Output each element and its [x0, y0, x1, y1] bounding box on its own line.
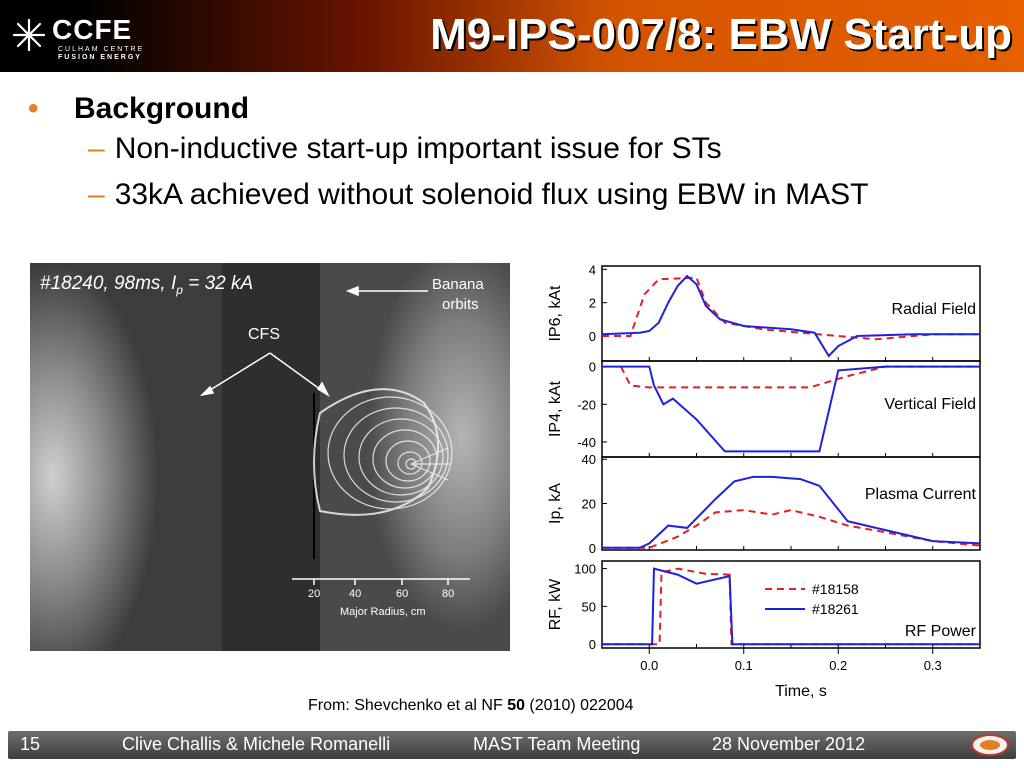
header-bar: CCFE CULHAM CENTRE FUSION ENERGY M9-IPS-… — [0, 0, 1024, 72]
logo-line2: FUSION ENERGY — [58, 54, 142, 61]
logo-text: CCFE — [52, 14, 133, 45]
ccfe-logo: CCFE CULHAM CENTRE FUSION ENERGY — [12, 12, 152, 62]
y-tick-label: 20 — [582, 497, 596, 512]
axis-tick-80: 80 — [442, 588, 454, 600]
figure-caption: From: Shevchenko et al NF 50 (2010) 0220… — [308, 697, 634, 715]
y-axis-label: Ip, kA — [547, 483, 564, 524]
time-trace-plots: 0 2 4 Radial Field IP6, kAt 0 -20 -40 Vertical F… — [520, 248, 990, 706]
y-axis-label: RF, kW — [547, 578, 564, 630]
series-line-18158 — [620, 365, 980, 389]
banana-label-1: Banana — [432, 276, 484, 293]
panel-frame — [601, 456, 981, 551]
footer-authors: Clive Challis & Michele Romanelli — [122, 734, 391, 754]
page-number: 15 — [20, 734, 41, 754]
axis-label: Major Radius, cm — [340, 606, 426, 618]
dash-icon: – — [88, 132, 105, 165]
sub-bullet: – Non-inductive start-up important issue … — [28, 132, 1008, 178]
footer-meeting: MAST Team Meeting — [473, 734, 641, 754]
banana-label-2: orbits — [442, 296, 479, 313]
y-tick-label: 0 — [589, 329, 596, 344]
y-tick-label: 100 — [574, 562, 596, 577]
x-tick-label: 0.0 — [640, 658, 658, 673]
x-axis-label: Time, s — [775, 683, 827, 700]
y-tick-label: 40 — [582, 452, 596, 467]
series-line-18158 — [602, 509, 981, 549]
y-tick-label: 4 — [589, 262, 596, 277]
photo-label: #18240, 98ms, Ip = 32 kA — [40, 273, 253, 297]
bullet-dot-icon: • — [28, 92, 39, 125]
series-line-18261 — [602, 567, 980, 646]
plots-svg: 0 2 4 Radial Field IP6, kAt 0 -20 -40 Vertical F… — [547, 262, 981, 700]
cfs-label: CFS — [248, 326, 280, 343]
bullet-heading: • Background — [28, 92, 1008, 132]
sub-bullet: –33kA achieved without solenoid flux usi… — [28, 178, 1008, 224]
series-line-18261 — [601, 274, 980, 358]
panel-label: Radial Field — [892, 301, 976, 318]
bullet-heading-text: Background — [74, 92, 250, 125]
y-tick-label: -40 — [577, 435, 596, 450]
logo-line1: CULHAM CENTRE — [58, 46, 145, 53]
footer: 15 Clive Challis & Michele Romanelli MAS… — [0, 724, 1024, 768]
y-tick-label: 0 — [589, 360, 596, 375]
sub-bullet-text: 33kA achieved without solenoid flux usin… — [114, 178, 869, 211]
y-axis-label: IP6, kAt — [547, 285, 564, 342]
panel-label: RF Power — [905, 623, 977, 640]
slide-title: M9-IPS-007/8: EBW Start-up — [430, 10, 1012, 59]
series-line-18261 — [602, 365, 980, 453]
footer-bar — [8, 731, 1016, 759]
y-tick-label: 0 — [589, 541, 596, 556]
panel-label: Plasma Current — [865, 486, 977, 503]
series-line-18261 — [602, 475, 981, 549]
legend-label-solid: #18261 — [812, 601, 859, 617]
camera-image: #18240, 98ms, Ip = 32 kA Banana orbits C… — [30, 263, 510, 651]
x-tick-label: 0.3 — [924, 658, 942, 673]
axis-tick-60: 60 — [396, 588, 408, 600]
caption-before: From: Shevchenko et al NF — [308, 697, 508, 714]
x-tick-label: 0.1 — [735, 658, 753, 673]
bullet-list: • Background – Non-inductive start-up impo… — [28, 92, 1008, 224]
caption-after: (2010) 022004 — [524, 697, 634, 714]
dash-icon: – — [88, 178, 105, 211]
euratom-logo-icon — [971, 734, 1009, 756]
series-line-18158 — [602, 276, 980, 341]
y-tick-label: -20 — [577, 397, 596, 412]
footer-date: 28 November 2012 — [712, 734, 866, 754]
y-tick-label: 2 — [589, 296, 596, 311]
camera-image-svg: #18240, 98ms, Ip = 32 kA Banana orbits C… — [30, 263, 510, 651]
x-tick-label: 0.2 — [829, 658, 847, 673]
y-axis-label: IP4, kAt — [547, 380, 564, 437]
axis-tick-20: 20 — [308, 588, 320, 600]
y-tick-label: 50 — [582, 599, 596, 614]
axis-tick-40: 40 — [349, 588, 361, 600]
caption-volume: 50 — [507, 697, 525, 714]
panel-label: Vertical Field — [884, 396, 976, 413]
legend-label-dash: #18158 — [812, 581, 859, 597]
sub-bullet-text: Non-inductive start-up important issue f… — [114, 132, 722, 165]
y-tick-label: 0 — [589, 637, 596, 652]
burst-icon — [12, 18, 46, 52]
